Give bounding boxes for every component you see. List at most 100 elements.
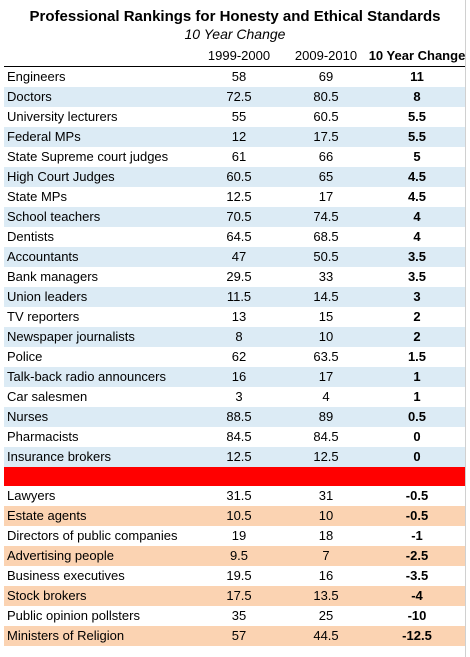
value-2009-2010-cell: 66	[318, 149, 334, 164]
value-1999-2000-cell: 11.5	[194, 287, 284, 307]
value-2009-2010-cell: 12.5	[284, 447, 368, 467]
value-2009-2010-cell: 4	[322, 389, 330, 404]
profession-cell: Doctors	[4, 87, 194, 107]
change-cell: 1	[413, 389, 421, 404]
change-cell: 4	[413, 229, 421, 244]
header-1999-2000: 1999-2000	[194, 46, 284, 67]
change-cell: -1	[411, 528, 423, 543]
change-cell: 2	[413, 309, 421, 324]
value-1999-2000-cell: 35	[231, 608, 247, 623]
profession-cell: TV reporters	[7, 309, 80, 324]
table-row: Car salesmen 3 4 1	[4, 387, 466, 407]
table-row: High Court Judges 60.5 65 4.5	[4, 167, 466, 187]
value-2009-2010-cell: 68.5	[313, 229, 339, 244]
table-row: Insurance brokers 12.5 12.5 0	[4, 447, 466, 467]
change-cell: -12.5	[368, 626, 466, 646]
change-cell: 3	[368, 287, 466, 307]
header-2009-2010: 2009-2010	[284, 46, 368, 67]
value-2009-2010-cell: 74.5	[284, 207, 368, 227]
header-profession	[4, 46, 194, 67]
change-cell: 4.5	[368, 167, 466, 187]
profession-cell: State Supreme court judges	[7, 149, 169, 164]
value-2009-2010-cell: 89	[284, 407, 368, 427]
profession-cell: University lecturers	[7, 109, 118, 124]
value-1999-2000-cell: 12	[194, 127, 284, 147]
value-1999-2000-cell: 12.5	[194, 447, 284, 467]
value-2009-2010-cell: 10	[284, 327, 368, 347]
value-1999-2000-cell: 64.5	[226, 229, 252, 244]
value-1999-2000-cell: 10.5	[194, 506, 284, 526]
table-row: Police 62 63.5 1.5	[4, 347, 466, 367]
value-1999-2000-cell: 19.5	[226, 568, 252, 583]
profession-cell: Directors of public companies	[7, 528, 178, 543]
profession-cell: Talk-back radio announcers	[4, 367, 194, 387]
value-2009-2010-cell: 17.5	[284, 127, 368, 147]
profession-cell: Estate agents	[4, 506, 194, 526]
value-1999-2000-cell: 84.5	[226, 429, 252, 444]
value-1999-2000-cell: 16	[194, 367, 284, 387]
value-1999-2000-cell: 8	[194, 327, 284, 347]
value-2009-2010-cell: 44.5	[284, 626, 368, 646]
profession-cell: Public opinion pollsters	[7, 608, 140, 623]
value-1999-2000-cell: 58	[231, 69, 247, 84]
value-1999-2000-cell: 60.5	[194, 167, 284, 187]
table-row: State MPs 12.5 17 4.5	[4, 187, 466, 207]
table-row: Bank managers 29.5 33 3.5	[4, 267, 466, 287]
table-row: Union leaders 11.5 14.5 3	[4, 287, 466, 307]
value-2009-2010-cell: 25	[318, 608, 334, 623]
table-row: Dentists 64.5 68.5 4	[4, 227, 466, 247]
value-2009-2010-cell: 84.5	[313, 429, 339, 444]
divider-row	[4, 467, 466, 486]
header-row: 1999-2000 2009-2010 10 Year Change	[4, 46, 466, 67]
value-2009-2010-cell: 69	[318, 69, 334, 84]
table-row: TV reporters 13 15 2	[4, 307, 466, 327]
table-row: Doctors 72.5 80.5 8	[4, 87, 466, 107]
change-cell: 5.5	[368, 127, 466, 147]
value-1999-2000-cell: 12.5	[226, 189, 252, 204]
table-row: Accountants 47 50.5 3.5	[4, 247, 466, 267]
table-row: Directors of public companies 19 18 -1	[4, 526, 466, 546]
rankings-table: 1999-2000 2009-2010 10 Year Change Engin…	[4, 46, 466, 646]
table-row: Stock brokers 17.5 13.5 -4	[4, 586, 466, 606]
change-cell: 0	[368, 447, 466, 467]
value-1999-2000-cell: 29.5	[226, 269, 252, 284]
value-2009-2010-cell: 50.5	[284, 247, 368, 267]
value-1999-2000-cell: 17.5	[194, 586, 284, 606]
value-1999-2000-cell: 57	[194, 626, 284, 646]
table-row: Federal MPs 12 17.5 5.5	[4, 127, 466, 147]
value-2009-2010-cell: 13.5	[284, 586, 368, 606]
profession-cell: Bank managers	[7, 269, 99, 284]
value-2009-2010-cell: 33	[318, 269, 334, 284]
table-row: Engineers 58 69 11	[4, 67, 466, 88]
rankings-sheet: Professional Rankings for Honesty and Et…	[4, 0, 466, 657]
value-2009-2010-cell: 63.5	[313, 349, 339, 364]
value-2009-2010-cell: 17	[318, 189, 334, 204]
table-row: Advertising people 9.5 7 -2.5	[4, 546, 466, 566]
value-2009-2010-cell: 7	[284, 546, 368, 566]
change-cell: -3.5	[405, 568, 429, 583]
table-body: Engineers 58 69 11 Doctors 72.5 80.5 8 Universit…	[4, 67, 466, 646]
profession-cell: Federal MPs	[4, 127, 194, 147]
profession-cell: Lawyers	[7, 488, 56, 503]
profession-cell: Car salesmen	[7, 389, 88, 404]
profession-cell: Pharmacists	[7, 429, 79, 444]
value-1999-2000-cell: 61	[231, 149, 247, 164]
change-cell: -0.5	[368, 506, 466, 526]
value-2009-2010-cell: 60.5	[313, 109, 339, 124]
value-1999-2000-cell: 13	[231, 309, 247, 324]
profession-cell: Advertising people	[4, 546, 194, 566]
profession-cell: High Court Judges	[4, 167, 194, 187]
table-row: Lawyers 31.5 31 -0.5	[4, 486, 466, 506]
table-row: State Supreme court judges 61 66 5	[4, 147, 466, 167]
table-row: University lecturers 55 60.5 5.5	[4, 107, 466, 127]
table-row: Talk-back radio announcers 16 17 1	[4, 367, 466, 387]
value-2009-2010-cell: 65	[284, 167, 368, 187]
change-cell: 4.5	[407, 189, 427, 204]
value-1999-2000-cell: 31.5	[226, 488, 252, 503]
table-row: Ministers of Religion 57 44.5 -12.5	[4, 626, 466, 646]
value-2009-2010-cell: 80.5	[284, 87, 368, 107]
value-2009-2010-cell: 18	[318, 528, 334, 543]
change-cell: -10	[407, 608, 427, 623]
table-row: Estate agents 10.5 10 -0.5	[4, 506, 466, 526]
profession-cell: Nurses	[4, 407, 194, 427]
